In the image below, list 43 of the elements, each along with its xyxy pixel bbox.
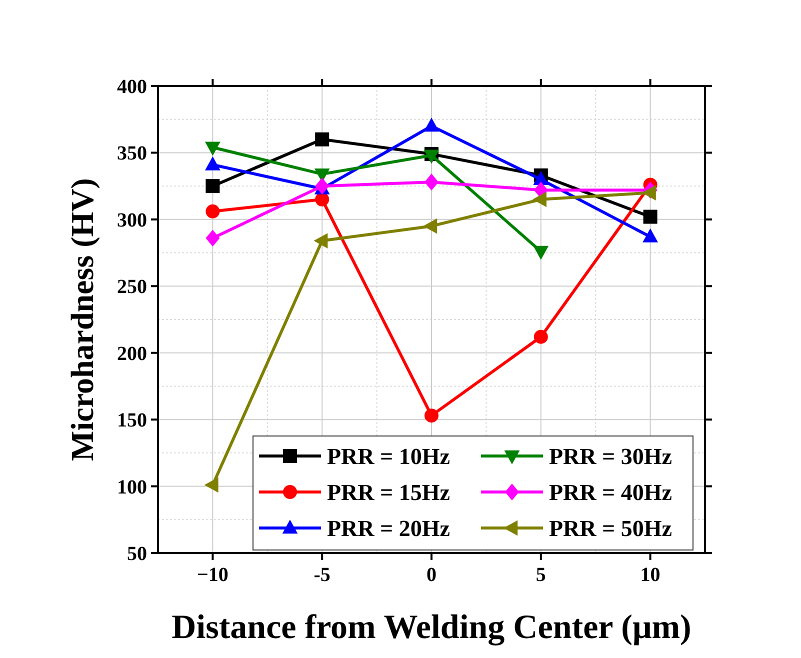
point [314, 233, 328, 248]
point [642, 228, 658, 242]
x-tick-label: 10 [640, 564, 660, 586]
point [206, 204, 220, 218]
legend-label: PRR = 20Hz [327, 516, 450, 541]
point [315, 178, 330, 194]
point [204, 477, 218, 493]
y-tick-label: 300 [117, 209, 147, 232]
y-tick-label: 350 [117, 142, 147, 165]
point [424, 150, 440, 164]
legend-label: PRR = 15Hz [327, 480, 450, 505]
y-tick-label: 200 [117, 342, 147, 365]
y-axis-title: Microhardness (HV) [64, 178, 100, 461]
point [424, 174, 438, 190]
y-tick-label: 400 [117, 76, 147, 98]
point [643, 210, 658, 224]
point [533, 171, 549, 185]
point [424, 118, 440, 132]
y-tick-label: 250 [117, 276, 147, 298]
point [206, 179, 220, 194]
y-tick-label: 150 [117, 410, 147, 432]
x-tick-label: 0 [426, 564, 436, 586]
point [424, 408, 438, 423]
y-tick-label: 100 [117, 476, 147, 498]
point [534, 330, 548, 344]
legend-label: PRR = 10Hz [327, 444, 450, 469]
point [205, 142, 220, 156]
point [423, 218, 438, 234]
point [315, 192, 330, 206]
legend-label: PRR = 40Hz [549, 480, 672, 505]
x-tick-label: -5 [314, 564, 330, 586]
x-tick-label: 5 [536, 564, 546, 586]
point [206, 230, 220, 247]
point [205, 156, 220, 170]
point [533, 246, 549, 260]
legend-label: PRR = 30Hz [549, 444, 672, 469]
x-axis-title: Distance from Welding Center (μm) [172, 609, 692, 646]
legend-label: PRR = 50Hz [549, 516, 672, 541]
y-tick-label: 50 [127, 543, 147, 565]
point [315, 132, 330, 146]
point [532, 192, 546, 208]
point [642, 185, 656, 200]
x-tick-label: −10 [196, 564, 228, 586]
